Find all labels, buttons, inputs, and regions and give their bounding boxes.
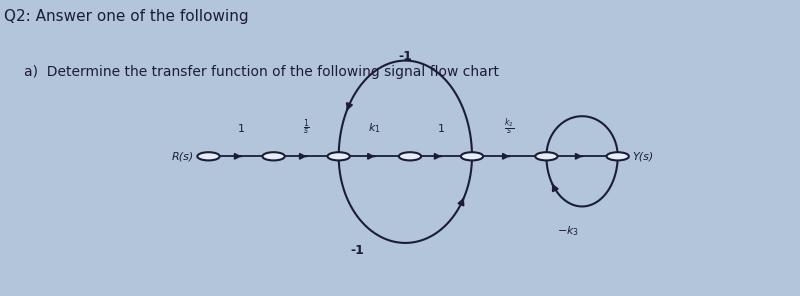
Circle shape [535,152,558,160]
Circle shape [606,152,629,160]
Text: $1$: $1$ [437,122,445,134]
Circle shape [327,152,350,160]
Circle shape [399,152,421,160]
Text: $\frac{k_2}{s}$: $\frac{k_2}{s}$ [504,117,514,139]
Text: $-k_3$: $-k_3$ [557,225,579,239]
Circle shape [461,152,483,160]
Text: a)  Determine the transfer function of the following signal flow chart: a) Determine the transfer function of th… [24,65,499,79]
Circle shape [262,152,285,160]
Text: R(s): R(s) [172,151,194,161]
Text: $k_1$: $k_1$ [368,121,381,135]
Text: -1: -1 [350,244,364,258]
Text: -1: -1 [398,49,412,62]
Text: Q2: Answer one of the following: Q2: Answer one of the following [4,9,249,24]
Text: Y(s): Y(s) [632,151,654,161]
Text: $\frac{1}{s}$: $\frac{1}{s}$ [303,118,310,138]
Circle shape [198,152,220,160]
Text: $1$: $1$ [238,122,246,134]
